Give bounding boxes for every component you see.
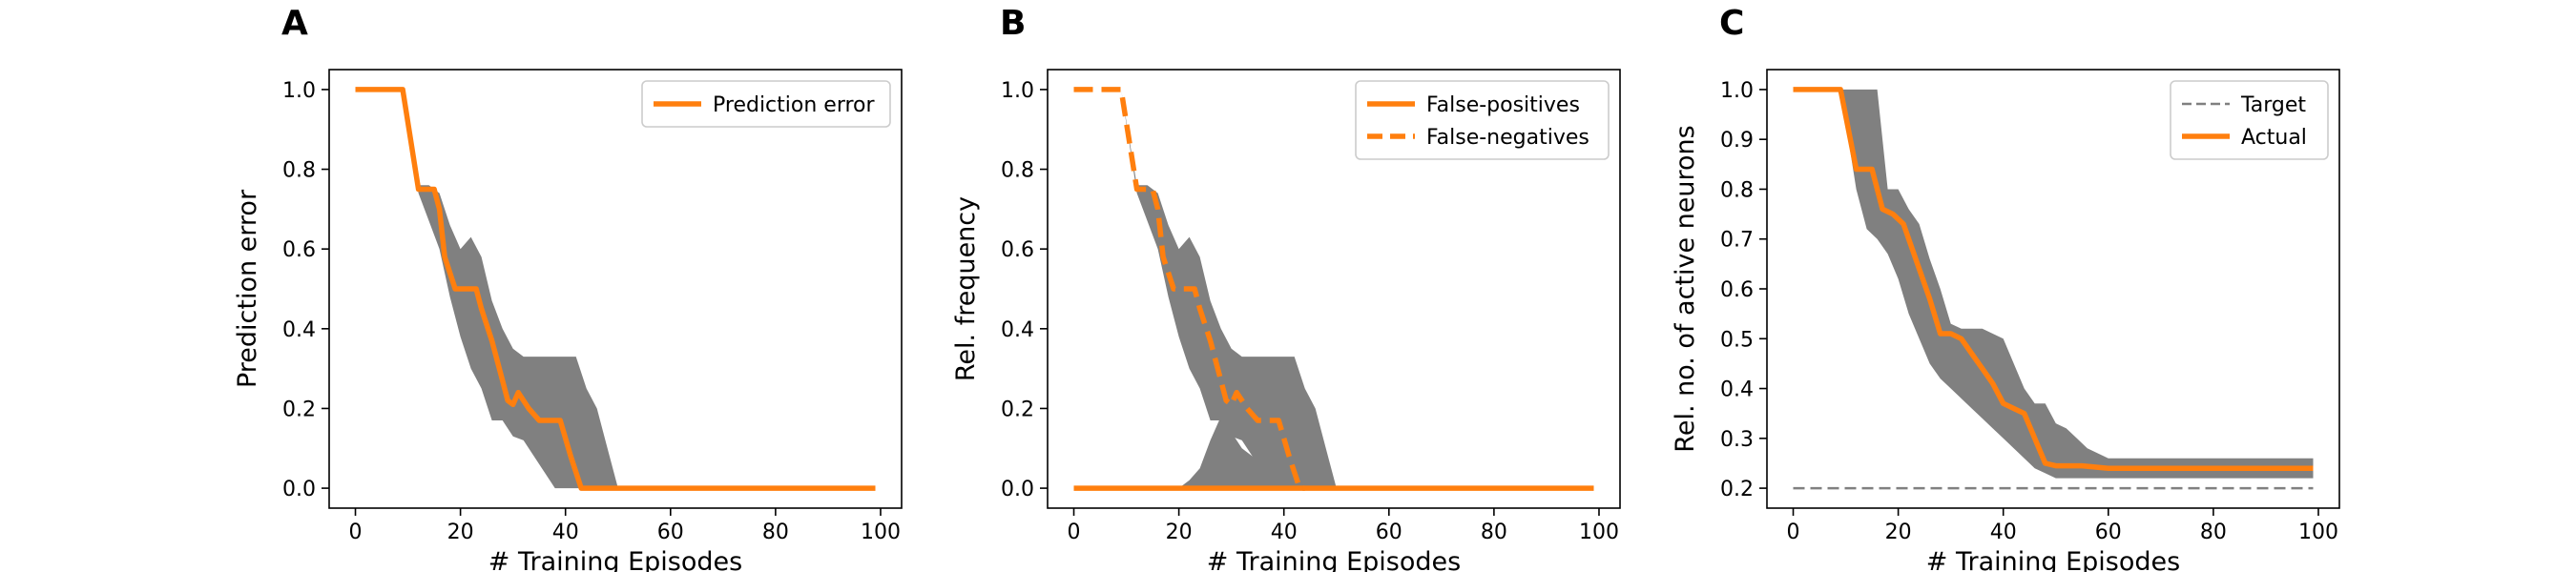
panel-letter: C (1719, 4, 1744, 43)
x-tick-label: 40 (1271, 521, 1298, 544)
x-axis-label: # Training Episodes (1926, 547, 2180, 572)
y-axis-label: Rel. frequency (951, 196, 981, 381)
legend-entry: Actual (2241, 126, 2307, 150)
series-line (355, 87, 876, 491)
legend-entry: False-positives (1426, 93, 1580, 117)
legend-box (1355, 80, 1610, 160)
y-tick-label: 0.6 (1001, 238, 1034, 262)
y-tick-label: 0.0 (1001, 478, 1034, 501)
panel-letter: B (1000, 4, 1026, 43)
plot-area (355, 87, 876, 491)
y-tick-label: 0.8 (282, 159, 316, 183)
x-axis-label: # Training Episodes (1207, 547, 1461, 572)
y-axis-label: Rel. no. of active neurons (1671, 125, 1700, 452)
panel-c: C 0 20 40 60 80 100 0.2 0.3 0.4 0.5 0.6 0.7 0.8 0.9 1.0… (1671, 4, 2340, 572)
y-tick-label: 0.6 (282, 238, 316, 262)
y-tick-label: 0.3 (1720, 428, 1754, 452)
panel-letter: A (281, 4, 308, 43)
legend-entry: False-negatives (1426, 126, 1589, 150)
y-tick-label: 1.0 (282, 79, 316, 103)
y-tick-label: 0.2 (1001, 398, 1034, 421)
y-tick-label: 0.8 (1001, 159, 1034, 183)
x-tick-label: 60 (657, 521, 684, 544)
x-tick-label: 100 (2298, 521, 2338, 544)
plot-area (1793, 87, 2314, 490)
plot-area (1073, 87, 1594, 491)
panel-b: B 0 20 40 60 80 100 0.0 0.2 0.4 0.6 0.8 1.0 # Trainin… (951, 4, 1621, 572)
y-tick-label: 0.4 (1001, 318, 1034, 342)
variance-band (1178, 416, 1305, 489)
y-axis-label: Prediction error (233, 189, 262, 388)
legend-box (2170, 80, 2329, 160)
legend: Prediction error (641, 80, 891, 128)
x-tick-label: 40 (1990, 521, 2017, 544)
series-line (1793, 87, 2314, 471)
y-tick-label: 0.4 (282, 318, 316, 342)
y-tick-label: 1.0 (1001, 79, 1034, 103)
plot-frame (1047, 69, 1621, 509)
x-tick-label: 80 (1481, 521, 1507, 544)
legend: Target Actual (2170, 80, 2329, 160)
x-tick-label: 40 (552, 521, 579, 544)
x-tick-label: 100 (861, 521, 901, 544)
panel-a: A 0 20 40 60 80 100 0.0 0.2 0.4 0.6 0.8 1.0 # Trainin… (233, 4, 903, 572)
y-tick-label: 0.8 (1720, 178, 1754, 202)
x-tick-label: 0 (1787, 521, 1800, 544)
variance-band (1073, 89, 1594, 489)
x-tick-label: 20 (447, 521, 474, 544)
x-tick-label: 80 (762, 521, 789, 544)
x-axis-label: # Training Episodes (488, 547, 742, 572)
y-tick-label: 0.2 (1720, 478, 1754, 501)
legend-entry: Prediction error (713, 93, 875, 117)
series-line (1073, 87, 1305, 491)
x-tick-label: 20 (1166, 521, 1193, 544)
legend-entry: Target (2240, 93, 2306, 117)
legend: False-positives False-negatives (1355, 80, 1610, 160)
variance-band (355, 89, 876, 489)
x-tick-label: 0 (349, 521, 363, 544)
x-tick-label: 60 (2095, 521, 2122, 544)
legend-box (641, 80, 891, 128)
y-tick-label: 0.0 (282, 478, 316, 501)
x-tick-label: 80 (2200, 521, 2227, 544)
y-tick-label: 0.6 (1720, 278, 1754, 302)
y-tick-label: 0.5 (1720, 328, 1754, 352)
x-tick-label: 20 (1885, 521, 1912, 544)
plot-frame (328, 69, 903, 509)
y-tick-label: 0.7 (1720, 229, 1754, 253)
x-tick-label: 60 (1376, 521, 1402, 544)
x-tick-label: 0 (1068, 521, 1081, 544)
y-tick-label: 0.9 (1720, 129, 1754, 153)
x-tick-label: 100 (1579, 521, 1619, 544)
y-tick-label: 0.2 (282, 398, 316, 421)
y-tick-label: 0.4 (1720, 378, 1754, 402)
y-tick-label: 1.0 (1720, 79, 1754, 103)
